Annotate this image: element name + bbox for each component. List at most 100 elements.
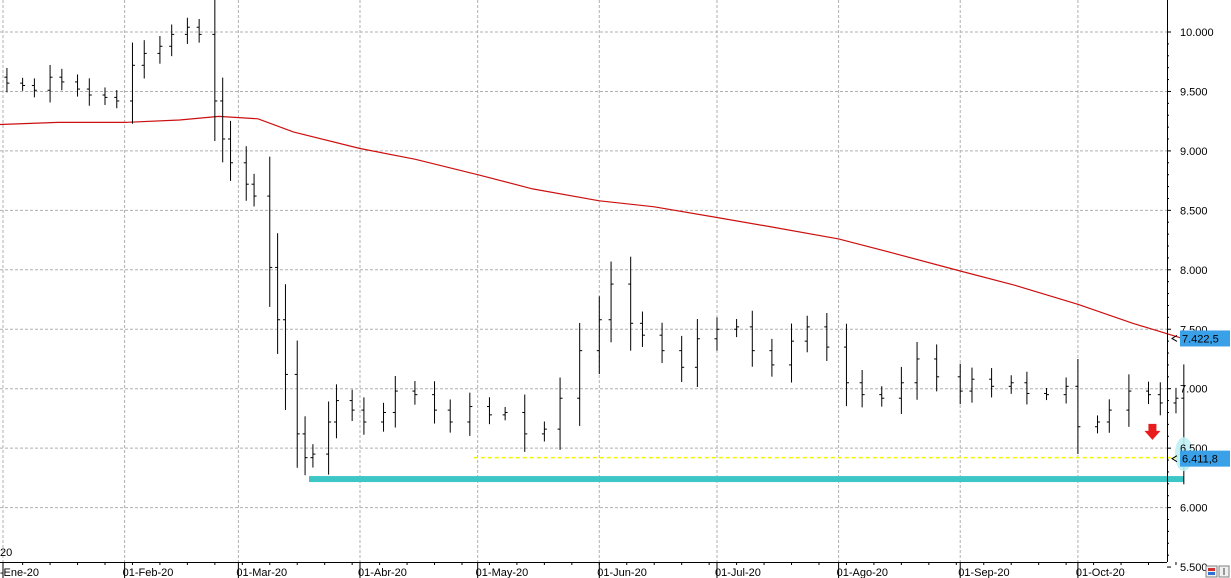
price-bar — [59, 68, 65, 91]
date-axis-label: 01-Mar-20 — [236, 567, 287, 578]
price-bar — [1075, 359, 1081, 455]
price-bar — [898, 366, 904, 415]
price-bar — [486, 397, 492, 425]
price-bar — [220, 77, 226, 163]
price-bar — [1146, 381, 1152, 405]
price-value-badge-pointer — [1171, 455, 1178, 463]
price-bar — [251, 173, 257, 207]
price-bar — [789, 323, 795, 383]
price-bar — [557, 377, 563, 450]
price-bar — [326, 401, 332, 475]
price-bar — [302, 416, 308, 476]
price-bar — [596, 296, 602, 375]
date-axis-label: 01-Abr-20 — [358, 567, 407, 578]
ma-value-badge-pointer — [1171, 335, 1178, 342]
price-bar — [1126, 374, 1132, 427]
price-bar — [47, 64, 53, 103]
date-axis-label: 01-Ago-20 — [837, 567, 888, 578]
price-bar — [957, 363, 963, 405]
price-bar — [310, 444, 316, 468]
price-value-badge-box — [1180, 450, 1230, 467]
price-axis-label: 7.000 — [1180, 384, 1208, 396]
price-bar — [20, 77, 26, 91]
price-bar — [879, 386, 885, 407]
price-bar — [1024, 371, 1030, 405]
corner-tools[interactable] — [1205, 565, 1230, 578]
price-axis-label: 9.000 — [1180, 146, 1208, 158]
date-axis-label: 01-Feb-20 — [123, 567, 174, 578]
price-bar — [114, 90, 120, 109]
price-bar — [1008, 375, 1014, 394]
date-axis: 01-Ene-20 01-Feb-20 01-Mar-20 01-Abr-20 01-M… — [0, 562, 1177, 578]
price-bar — [934, 344, 940, 392]
price-bar — [129, 42, 135, 124]
year-fragment-group: 20 — [0, 547, 12, 559]
price-bar — [804, 315, 810, 353]
price-bar — [184, 17, 190, 44]
price-bar — [432, 381, 438, 424]
price-bar — [1157, 382, 1163, 416]
price-bar — [714, 317, 720, 351]
price-bar — [824, 312, 830, 361]
price-bar — [859, 370, 865, 408]
date-axis-label: 01-Ene-20 — [0, 567, 39, 578]
price-bar — [275, 233, 281, 354]
chart-settings-icon-frame — [1205, 565, 1218, 578]
support-line — [308, 476, 1184, 483]
chart-settings-icon-bottom — [1208, 572, 1215, 575]
date-axis-label: 01-Oct-20 — [1076, 567, 1125, 578]
date-axis-label: 01-Jun-20 — [597, 567, 647, 578]
year-fragment-label: 20 — [0, 547, 12, 559]
price-bar — [102, 87, 108, 105]
price-bar — [694, 319, 700, 388]
price-value-badge-text: 6.411,8 — [1182, 454, 1218, 466]
price-bar — [243, 146, 249, 201]
chart-settings-icon-top — [1208, 568, 1215, 571]
chart-lines — [0, 115, 1184, 483]
price-bar — [522, 394, 528, 452]
price-bar — [157, 36, 163, 64]
price-axis-label: 8.500 — [1180, 205, 1208, 217]
ma-value-badge-box — [1180, 330, 1230, 347]
price-bars — [4, 0, 1187, 485]
price-bar — [361, 397, 367, 435]
price-bar — [267, 156, 273, 307]
price-bar — [502, 406, 508, 421]
price-bar — [282, 284, 288, 410]
price-bar — [608, 261, 614, 343]
price-bar — [659, 322, 665, 364]
price-bar — [212, 0, 218, 142]
ma-value-badge-text: 7.422,5 — [1182, 333, 1219, 345]
price-bar — [1095, 415, 1101, 434]
price-bar — [392, 375, 398, 428]
price-bar — [381, 402, 387, 432]
price-bar — [31, 78, 37, 98]
price-bar — [679, 335, 685, 383]
price-bar — [86, 78, 92, 106]
price-bar — [989, 368, 995, 398]
date-axis-label: 01-May-20 — [476, 567, 529, 578]
chart-menu-icon[interactable] — [1218, 565, 1230, 578]
price-axis-label: 9.500 — [1180, 86, 1208, 98]
price-bar — [1063, 377, 1069, 404]
ma-value-badge: 7.422,5 — [1171, 330, 1230, 347]
price-bar — [4, 67, 10, 93]
date-axis-label: 01-Jul-20 — [715, 567, 761, 578]
value-badges: 7.422,5 6.411,8 — [1171, 330, 1230, 467]
price-bar — [349, 389, 355, 422]
price-axis-label: 5.500 — [1180, 562, 1208, 574]
price-bar — [1044, 388, 1050, 401]
price-axis: 10.0009.5009.0008.5008.0007.5007.0006.50… — [1167, 0, 1214, 574]
price-bar — [639, 311, 645, 347]
price-bar — [769, 338, 775, 377]
chart-settings-icon[interactable] — [1205, 565, 1218, 578]
price-axis-label: 10.000 — [1180, 27, 1214, 39]
price-value-badge: 6.411,8 — [1171, 450, 1230, 467]
date-axis-label: 01-Sep-20 — [958, 567, 1009, 578]
price-bar — [447, 399, 453, 433]
chart-grid — [0, 0, 1167, 562]
price-bar — [628, 256, 634, 351]
price-bar — [467, 392, 473, 436]
price-bar — [228, 120, 234, 181]
moving-average-line — [0, 115, 1184, 340]
